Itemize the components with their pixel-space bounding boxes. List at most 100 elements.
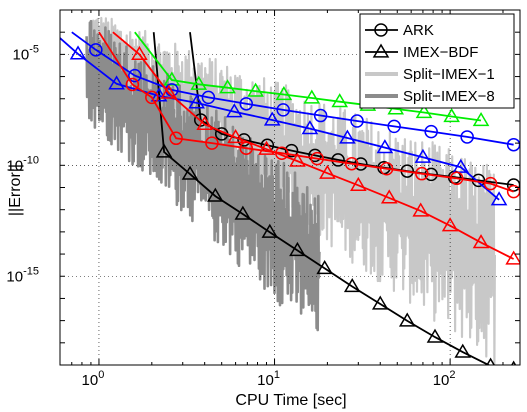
data-point-red-circle (205, 136, 219, 150)
data-point-red-circle (125, 77, 140, 92)
data-point-imex-bdf-triangle (234, 205, 252, 220)
data-point-red-triangle (131, 45, 148, 61)
data-point-red-circle (449, 171, 464, 186)
band-split-imex-8 (85, 19, 321, 332)
data-point-blue-triangle (490, 191, 508, 206)
data-point-imex-bdf-triangle (398, 312, 416, 327)
y-tick-label: 10-15 (6, 265, 39, 285)
data-point-red-triangle (441, 217, 459, 232)
x-axis-label: CPU Time [sec] (235, 392, 346, 409)
data-point-ark-circle (284, 143, 299, 158)
series-green-triangle (134, 31, 490, 127)
series-line-blue-circle (71, 31, 514, 146)
data-point-blue-triangle (108, 75, 125, 90)
data-point-green-triangle (275, 86, 293, 101)
x-tick-labels: 100 101 102 (82, 369, 456, 389)
data-point-blue-circle (387, 119, 401, 134)
data-point-red-circle (145, 90, 159, 105)
data-point-green-triangle (219, 79, 236, 94)
data-point-green-triangle (415, 104, 433, 119)
data-point-imex-bdf-triangle (181, 165, 199, 180)
data-point-red-circle (483, 176, 498, 191)
series-layer (60, 31, 520, 365)
series-line-imex-bdf-triangle (152, 32, 491, 365)
y-tick-label: 10-10 (6, 154, 39, 174)
x-tick-label: 101 (257, 369, 280, 389)
legend-entry-ark: ARK (365, 22, 434, 39)
data-point-blue-triangle (225, 103, 243, 118)
data-point-blue-triangle (69, 45, 87, 60)
tick-marks (59, 9, 520, 366)
data-point-imex-bdf-triangle (371, 295, 389, 310)
data-point-imex-bdf-triangle (343, 278, 361, 293)
data-point-green-triangle (303, 89, 321, 104)
data-point-green-triangle (443, 108, 460, 123)
data-point-red-circle (344, 156, 359, 171)
data-point-red-triangle (227, 128, 244, 144)
series-red-triangle (112, 31, 520, 265)
legend-entry-imex-bdf: IMEX−BDF (365, 43, 478, 61)
data-point-imex-bdf-triangle (289, 241, 306, 257)
data-point-red-circle (310, 151, 324, 166)
data-point-ark-circle (237, 133, 251, 147)
data-point-green-triangle (163, 71, 181, 86)
y-axis-label: ||Error|| (7, 164, 24, 216)
data-point-red-triangle (472, 234, 490, 249)
data-point-blue-circle (239, 97, 253, 111)
data-point-red-triangle (289, 152, 306, 167)
data-point-blue-circle (313, 108, 328, 123)
legend-label: IMEX−BDF (403, 44, 478, 61)
data-point-blue-triangle (263, 111, 281, 126)
data-point-blue-circle (201, 90, 216, 105)
data-point-red-triangle (350, 176, 367, 191)
data-point-red-circle (415, 166, 429, 181)
data-point-imex-bdf-triangle (207, 187, 224, 202)
data-point-imex-bdf-triangle (261, 223, 279, 238)
series-blue-triangle (60, 36, 508, 206)
legend-label: ARK (403, 22, 434, 39)
x-tick-label: 102 (433, 369, 456, 389)
data-point-red-triangle (160, 84, 178, 99)
data-point-blue-triangle (339, 129, 356, 144)
data-point-blue-triangle (150, 87, 168, 102)
data-point-blue-triangle (414, 148, 432, 163)
data-point-blue-circle (460, 130, 474, 144)
series-line-blue-triangle (60, 36, 500, 201)
legend-label: Split−IMEX−1 (403, 66, 495, 83)
data-point-blue-triangle (452, 158, 470, 173)
data-point-green-triangle (247, 82, 264, 97)
grid (60, 10, 520, 365)
data-point-red-circle (169, 131, 183, 146)
data-point-blue-triangle (188, 94, 205, 109)
legend-entry-split-imex-8: Split−IMEX−8 (365, 88, 495, 105)
y-tick-labels: 10-5 10-10 10-15 (6, 43, 39, 285)
data-point-red-triangle (258, 140, 275, 155)
data-point-green-triangle (190, 75, 208, 90)
data-point-blue-circle (424, 124, 438, 139)
series-red-circle (98, 31, 520, 199)
data-point-blue-circle (89, 43, 103, 57)
data-point-blue-circle (350, 114, 364, 128)
legend: ARK IMEX−BDF Split−IMEX−1 Split−IMEX−8 (359, 13, 515, 109)
data-point-imex-bdf-triangle (316, 259, 333, 275)
legend-marker (372, 43, 390, 58)
data-point-blue-triangle (301, 120, 319, 135)
data-point-red-triangle (412, 202, 430, 217)
data-point-ark-circle (308, 148, 322, 163)
legend-marker (374, 23, 388, 37)
legend-entry-split-imex-1: Split−IMEX−1 (365, 66, 495, 83)
data-point-blue-triangle (376, 139, 394, 154)
data-point-red-triangle (196, 115, 213, 131)
y-tick-label: 10-5 (13, 43, 39, 63)
data-point-red-triangle (380, 189, 398, 204)
data-point-blue-circle (128, 68, 142, 83)
data-point-red-triangle (505, 250, 520, 265)
data-point-green-triangle (472, 111, 490, 127)
data-point-imex-bdf-triangle (454, 343, 472, 358)
data-point-red-triangle (319, 164, 336, 179)
x-tick-label: 100 (82, 369, 105, 389)
data-point-red-circle (379, 161, 394, 176)
data-point-imex-bdf-triangle (426, 328, 444, 343)
legend-label: Split−IMEX−8 (403, 88, 495, 105)
